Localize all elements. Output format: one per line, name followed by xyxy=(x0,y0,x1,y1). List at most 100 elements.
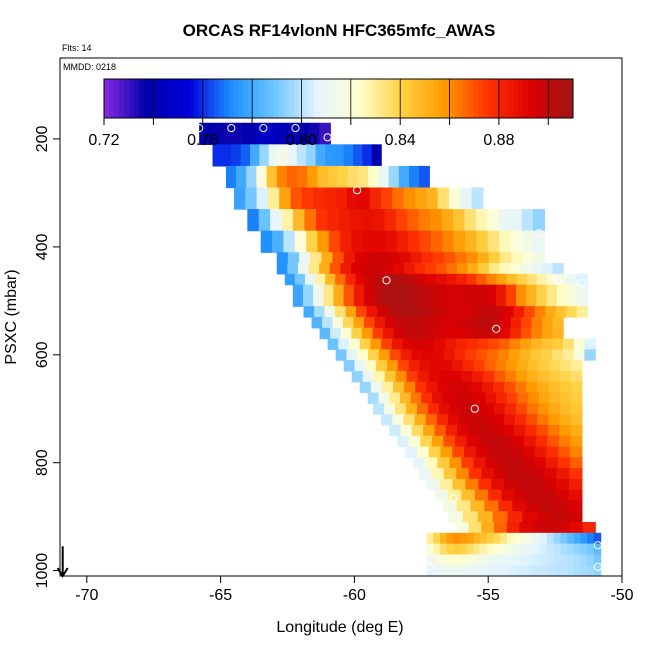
heatmap-cell xyxy=(406,403,418,415)
colorbar-swatch xyxy=(553,79,559,118)
heatmap-cell xyxy=(493,468,508,480)
heatmap-cell xyxy=(471,198,484,210)
heatmap-cell xyxy=(500,532,508,545)
heatmap-cell xyxy=(419,230,432,243)
heatmap-cell xyxy=(526,273,538,286)
heatmap-cell xyxy=(259,155,270,167)
heatmap-cell xyxy=(526,500,541,512)
heatmap-cell xyxy=(368,176,380,189)
heatmap-cell xyxy=(384,403,396,415)
heatmap-cell xyxy=(584,338,596,350)
heatmap-cell xyxy=(487,230,500,243)
heatmap-cell xyxy=(225,176,237,189)
heatmap-cell xyxy=(531,263,543,275)
heatmap-cell xyxy=(477,435,491,448)
heatmap-cell xyxy=(426,187,439,199)
heatmap-cell xyxy=(246,176,258,189)
heatmap-cell xyxy=(293,219,306,232)
heatmap-cell xyxy=(410,252,423,264)
heatmap-cell xyxy=(560,532,568,545)
heatmap-cell xyxy=(451,360,464,372)
heatmap-cell xyxy=(531,317,543,329)
heatmap-cell xyxy=(453,392,465,404)
heatmap-cell xyxy=(481,468,495,480)
heatmap-cell xyxy=(527,370,539,383)
heatmap-cell xyxy=(324,198,337,210)
heatmap-cell xyxy=(426,543,434,556)
heatmap-cell xyxy=(311,317,323,329)
heatmap-cell xyxy=(384,209,397,221)
heatmap-cell xyxy=(426,381,439,394)
heatmap-cell xyxy=(231,144,242,156)
heatmap-cell xyxy=(446,565,454,577)
colorbar-swatch xyxy=(443,79,449,118)
heatmap-cell xyxy=(569,457,583,469)
heatmap-cell xyxy=(470,414,483,426)
heatmap-cell xyxy=(559,403,572,415)
heatmap-cell xyxy=(210,122,222,135)
heatmap-cell xyxy=(460,543,468,556)
colorbar-swatch xyxy=(253,79,260,118)
heatmap-cell xyxy=(381,381,394,394)
heatmap-cell xyxy=(445,338,457,350)
heatmap-cell xyxy=(256,187,269,199)
heatmap-cell xyxy=(471,403,484,415)
heatmap-cell xyxy=(520,532,528,545)
colorbar-swatch xyxy=(528,79,534,118)
heatmap-cell xyxy=(457,327,469,340)
heatmap-cell xyxy=(297,122,310,135)
heatmap-cell xyxy=(419,306,431,318)
heatmap-cell xyxy=(324,144,335,156)
colorbar-swatch xyxy=(363,79,369,118)
heatmap-cell xyxy=(231,133,244,145)
heatmap-cell xyxy=(495,295,507,307)
heatmap-cell xyxy=(293,209,306,221)
heatmap-cell xyxy=(552,338,564,350)
heatmap-cell xyxy=(522,446,536,458)
heatmap-cell xyxy=(264,133,277,145)
colorbar-swatch xyxy=(543,79,549,118)
heatmap-cell xyxy=(432,252,445,264)
heatmap-cell xyxy=(395,219,408,232)
heatmap-cell xyxy=(504,403,517,415)
colorbar-swatch xyxy=(348,79,354,118)
heatmap-cell xyxy=(402,338,414,350)
heatmap-cell xyxy=(497,457,511,469)
heatmap-cell xyxy=(502,424,515,437)
heatmap-cell xyxy=(446,532,454,545)
heatmap-cell xyxy=(547,543,555,556)
heatmap-cell xyxy=(270,219,283,232)
heatmap-cell xyxy=(405,273,417,286)
heatmap-cell xyxy=(472,370,484,383)
heatmap-cell xyxy=(464,219,477,232)
heatmap-cell xyxy=(510,241,523,253)
heatmap-cell xyxy=(466,338,479,350)
colorbar-swatch xyxy=(303,79,310,118)
heatmap-cell xyxy=(548,414,561,426)
heatmap-cell xyxy=(553,554,562,566)
heatmap-cell xyxy=(432,349,445,361)
heatmap-cell xyxy=(436,273,447,286)
heatmap-cell xyxy=(335,273,346,286)
heatmap-cell xyxy=(384,219,397,232)
heatmap-cell xyxy=(442,230,455,243)
heatmap-cell xyxy=(521,317,533,329)
heatmap-cell xyxy=(489,435,502,448)
heatmap-cell xyxy=(552,327,564,340)
heatmap-cell xyxy=(541,349,553,361)
heatmap-cell xyxy=(567,273,578,286)
heatmap-cell xyxy=(354,360,366,372)
heatmap-cell xyxy=(509,457,523,469)
colorbar-swatch xyxy=(238,79,245,118)
heatmap-cell xyxy=(567,565,575,577)
heatmap-cell xyxy=(359,338,372,350)
flights-annotation: Flts: 14 xyxy=(62,43,92,53)
heatmap-cell xyxy=(325,273,336,286)
heatmap-cell xyxy=(547,532,555,545)
heatmap-cell xyxy=(547,565,555,577)
heatmap-cell xyxy=(563,338,575,350)
heatmap-cell xyxy=(464,392,476,404)
heatmap-cell xyxy=(516,295,527,307)
colorbar-swatch xyxy=(383,79,389,118)
heatmap-cell xyxy=(428,403,440,415)
